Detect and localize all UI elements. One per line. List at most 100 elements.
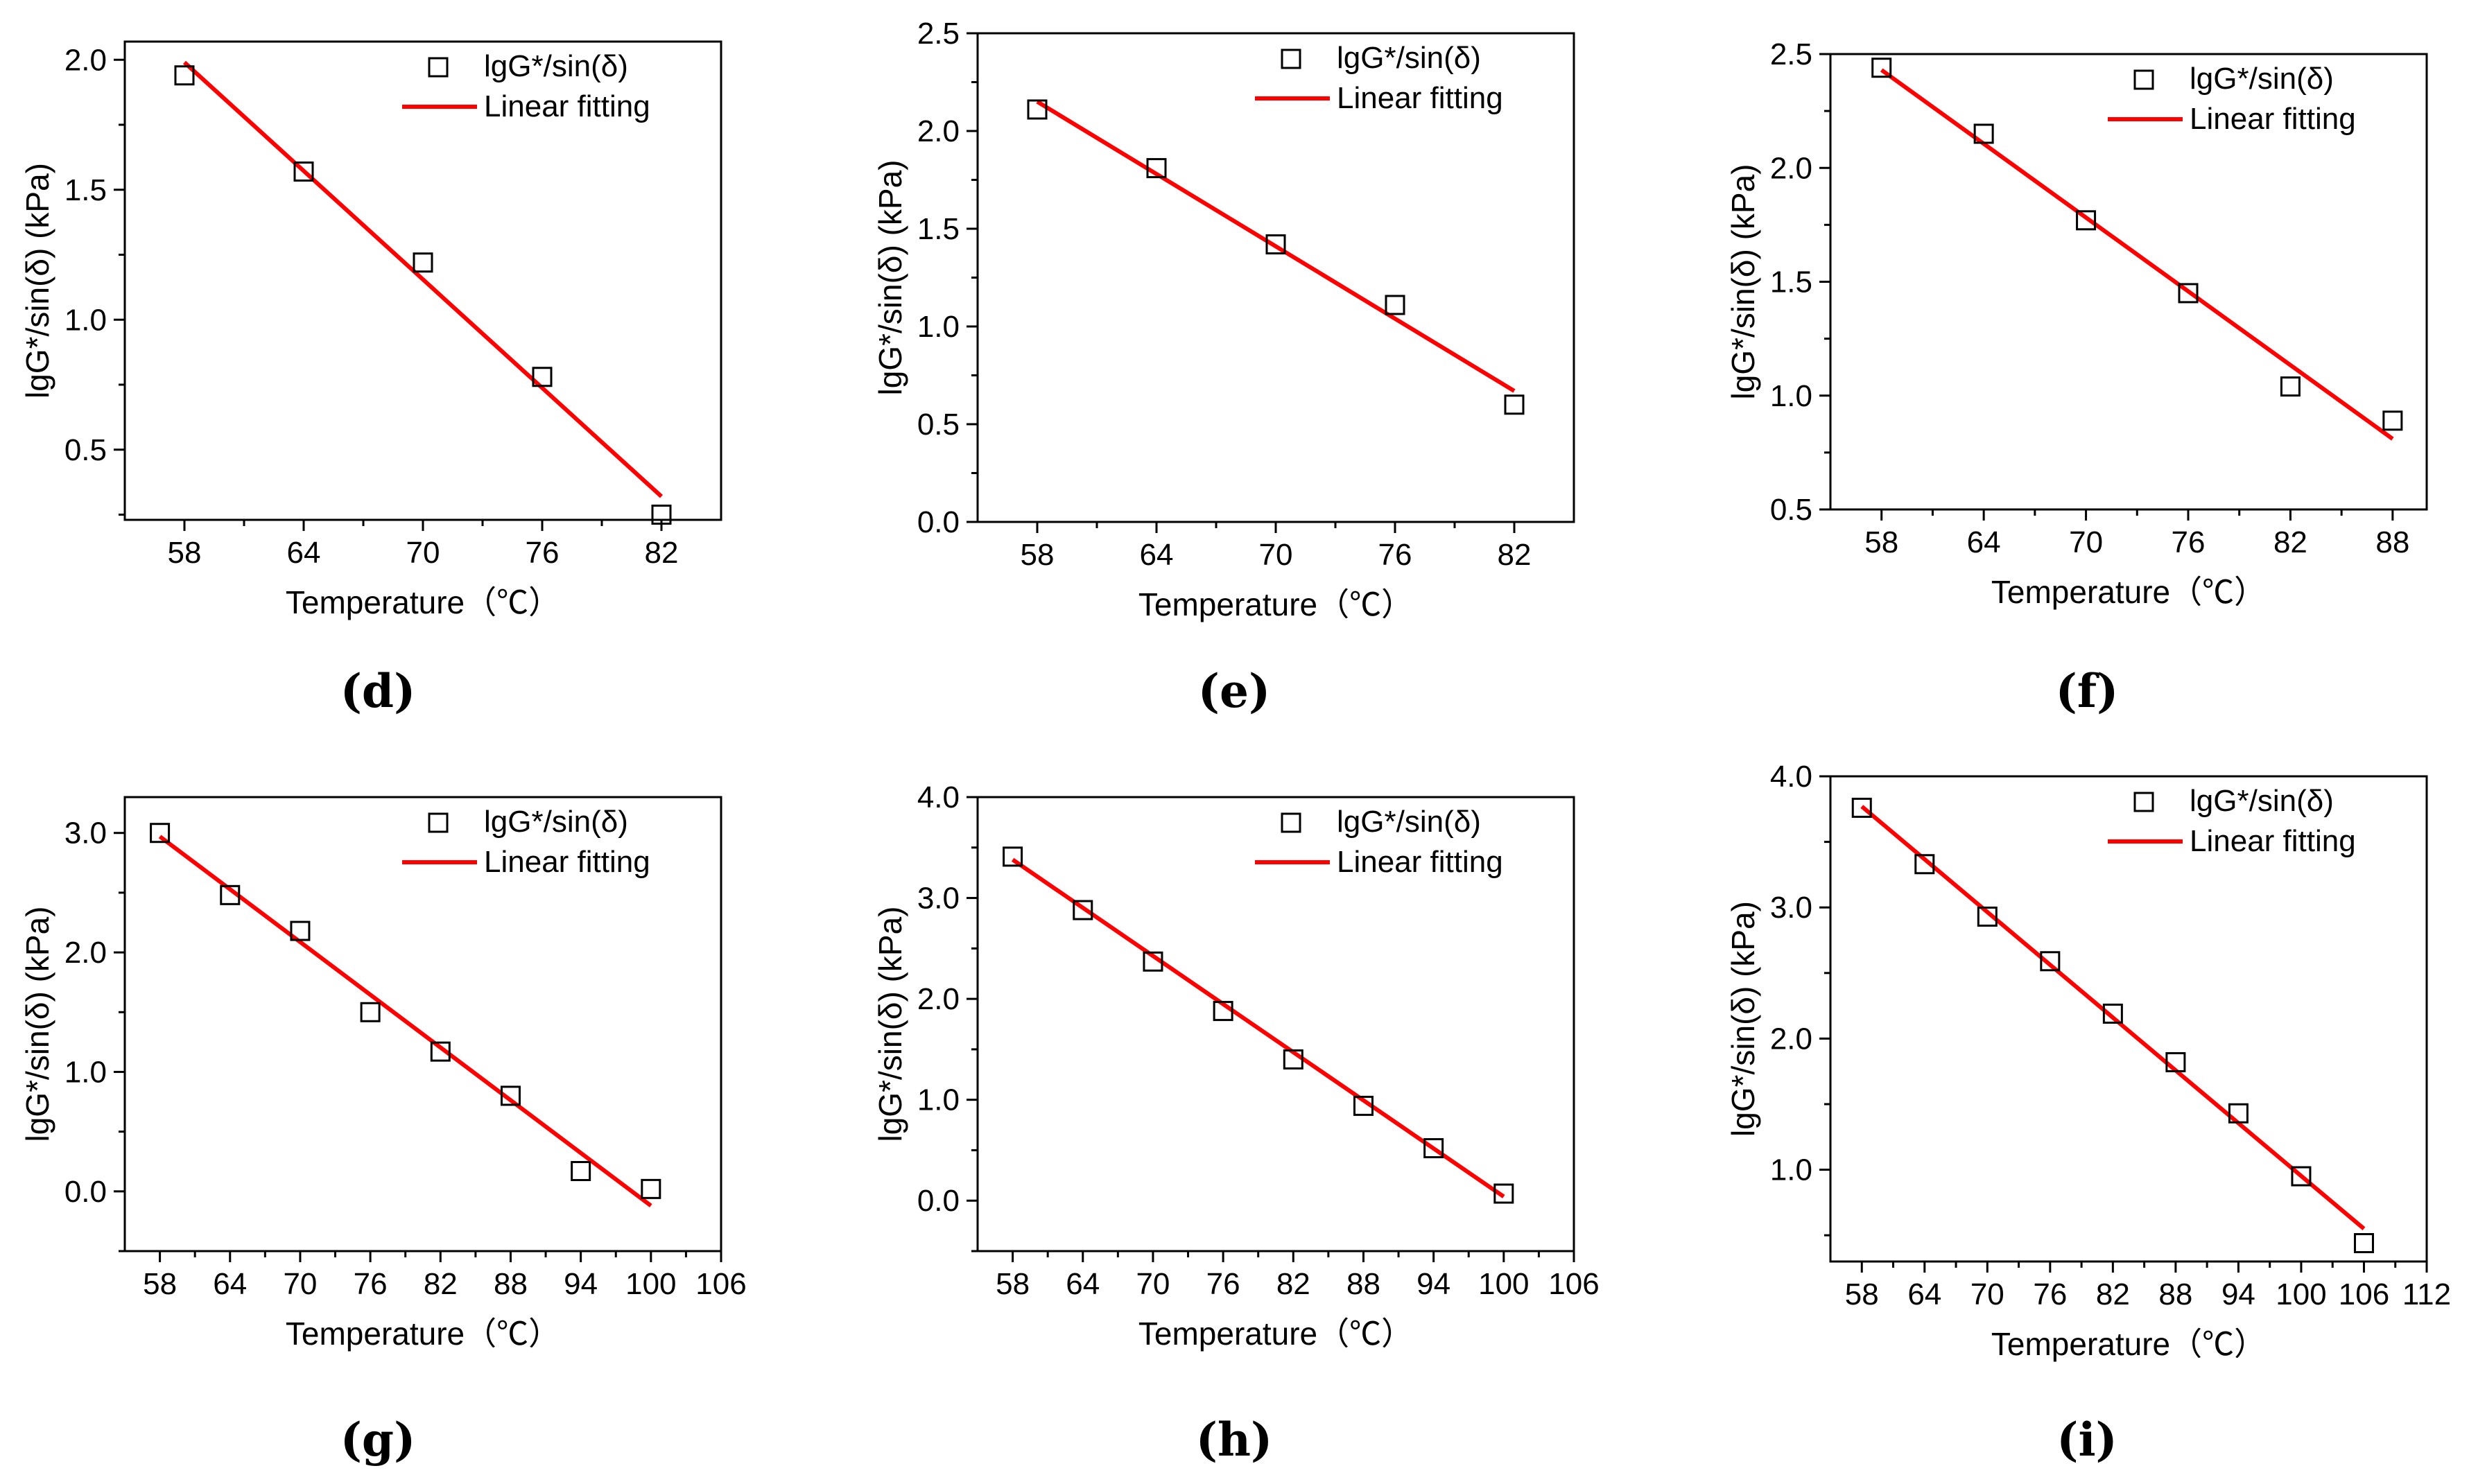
y-tick-label: 2.0	[64, 936, 107, 970]
x-tick-label: 58	[996, 1267, 1030, 1301]
fit-line	[1011, 857, 1505, 1198]
legend-line-label: Linear fitting	[484, 845, 650, 879]
data-point	[1871, 58, 1892, 78]
data-point	[220, 884, 241, 905]
x-axis-label: Temperature（℃）	[1138, 586, 1413, 622]
legend-marker-label: lgG*/sin(δ)	[1337, 805, 1481, 839]
y-tick-label: 3.0	[1770, 891, 1812, 925]
y-axis-label: lgG*/sin(δ) (kPa)	[872, 160, 908, 396]
data-point	[2040, 951, 2061, 972]
data-point	[1423, 1138, 1444, 1159]
legend-marker-label: lgG*/sin(δ)	[2190, 784, 2334, 818]
x-tick-label: 64	[287, 536, 321, 570]
legend-marker-label: lgG*/sin(δ)	[484, 805, 628, 839]
y-tick-label: 1.0	[64, 1055, 107, 1089]
y-tick-label: 1.5	[917, 212, 960, 246]
x-tick-label: 106	[695, 1267, 746, 1301]
data-point	[1003, 846, 1023, 867]
legend-marker-symbol	[2133, 69, 2154, 90]
y-axis-label: lgG*/sin(δ) (kPa)	[872, 907, 908, 1142]
x-axis-label: Temperature（℃）	[1991, 574, 2266, 610]
y-tick-label: 0.0	[64, 1175, 107, 1209]
data-point	[1283, 1049, 1303, 1070]
data-point	[532, 367, 553, 387]
y-tick-label: 0.0	[917, 1184, 960, 1218]
data-point	[174, 65, 195, 86]
y-tick-label: 4.0	[1770, 760, 1812, 794]
y-axis-label: lgG*/sin(δ) (kPa)	[1725, 164, 1761, 400]
y-axis-label: lgG*/sin(δ) (kPa)	[19, 163, 55, 399]
fit-line	[1880, 68, 2394, 441]
data-point	[1914, 854, 1935, 875]
panel-label: (d)	[340, 664, 416, 718]
y-tick-label: 2.0	[917, 982, 960, 1016]
fit-line	[1036, 100, 1516, 393]
y-axis-label: lgG*/sin(δ) (kPa)	[1725, 901, 1761, 1137]
x-tick-label: 112	[2402, 1277, 2451, 1311]
data-point	[1027, 99, 1048, 120]
data-point	[1504, 394, 1525, 415]
data-point	[1977, 906, 1998, 927]
legend-marker-symbol	[428, 57, 449, 78]
data-point	[2178, 283, 2199, 304]
chart-panel: 58 64 70 76 82 88 94 100 106 0.0 1.0 2.0 3.0 4.0 Tempe…	[872, 780, 1600, 1467]
x-tick-label: 94	[2221, 1277, 2255, 1311]
panel-label: (f)	[2056, 664, 2119, 718]
fit-line	[1860, 805, 2366, 1230]
x-tick-label: 76	[354, 1267, 388, 1301]
x-tick-label: 64	[1066, 1267, 1100, 1301]
y-tick-label: 2.0	[64, 43, 107, 77]
x-tick-label: 76	[2033, 1277, 2067, 1311]
data-point	[290, 920, 311, 941]
y-tick-label: 2.0	[917, 114, 960, 148]
legend-marker-symbol	[1281, 812, 1301, 833]
x-tick-label: 94	[564, 1267, 598, 1301]
data-point	[2102, 1003, 2123, 1024]
data-point	[1213, 1001, 1233, 1022]
x-tick-label: 100	[2276, 1277, 2326, 1311]
x-tick-label: 64	[1140, 538, 1174, 572]
data-point	[1146, 158, 1167, 179]
y-tick-label: 1.0	[1770, 379, 1812, 413]
data-point	[1973, 123, 1994, 144]
data-point	[1353, 1095, 1374, 1116]
legend-line-label: Linear fitting	[1337, 845, 1503, 879]
plot-frame	[1829, 775, 2428, 1263]
x-tick-label: 58	[1864, 525, 1898, 559]
x-tick-label: 106	[1548, 1267, 1599, 1301]
data-point	[500, 1085, 521, 1106]
fit-line	[158, 835, 652, 1207]
panel-label: (i)	[2056, 1413, 2117, 1467]
x-tick-label: 106	[2339, 1277, 2389, 1311]
x-tick-label: 82	[645, 536, 679, 570]
x-tick-label: 64	[213, 1267, 247, 1301]
chart-panel: 58 64 70 76 82 88 94 100 106 112 1.0 2.0 3.0 4.0 Tempe…	[1725, 760, 2451, 1467]
y-tick-label: 2.0	[1770, 1022, 1812, 1056]
x-tick-label: 82	[1498, 538, 1532, 572]
x-tick-label: 88	[2375, 525, 2409, 559]
x-tick-label: 76	[526, 536, 560, 570]
data-point	[2291, 1166, 2312, 1187]
fit-line	[182, 60, 664, 498]
x-tick-label: 94	[1417, 1267, 1450, 1301]
y-tick-label: 0.5	[1770, 493, 1812, 527]
chart-panel: 58 64 70 76 82 0.5 1.0 1.5 2.0 Temperature（℃） lgG*…	[19, 40, 722, 718]
data-point	[2280, 376, 2301, 397]
x-tick-label: 76	[1378, 538, 1412, 572]
legend-marker-symbol	[428, 812, 449, 833]
data-point	[1073, 900, 1093, 920]
chart-panel: 58 64 70 76 82 0.0 0.5 1.0 1.5 2.0 2.5 Temperature（…	[872, 17, 1575, 718]
data-point	[641, 1178, 661, 1199]
x-tick-label: 82	[424, 1267, 458, 1301]
data-point	[360, 1002, 381, 1022]
x-tick-label: 70	[406, 536, 440, 570]
x-tick-label: 100	[625, 1267, 676, 1301]
panel-label: (e)	[1198, 664, 1270, 718]
x-tick-label: 70	[1259, 538, 1293, 572]
data-point	[150, 823, 171, 844]
x-tick-label: 64	[1907, 1277, 1941, 1311]
data-point	[293, 162, 314, 182]
chart-panel: 58 64 70 76 82 88 0.5 1.0 1.5 2.0 2.5 Temperature（℃…	[1725, 37, 2428, 718]
x-tick-label: 58	[168, 536, 202, 570]
